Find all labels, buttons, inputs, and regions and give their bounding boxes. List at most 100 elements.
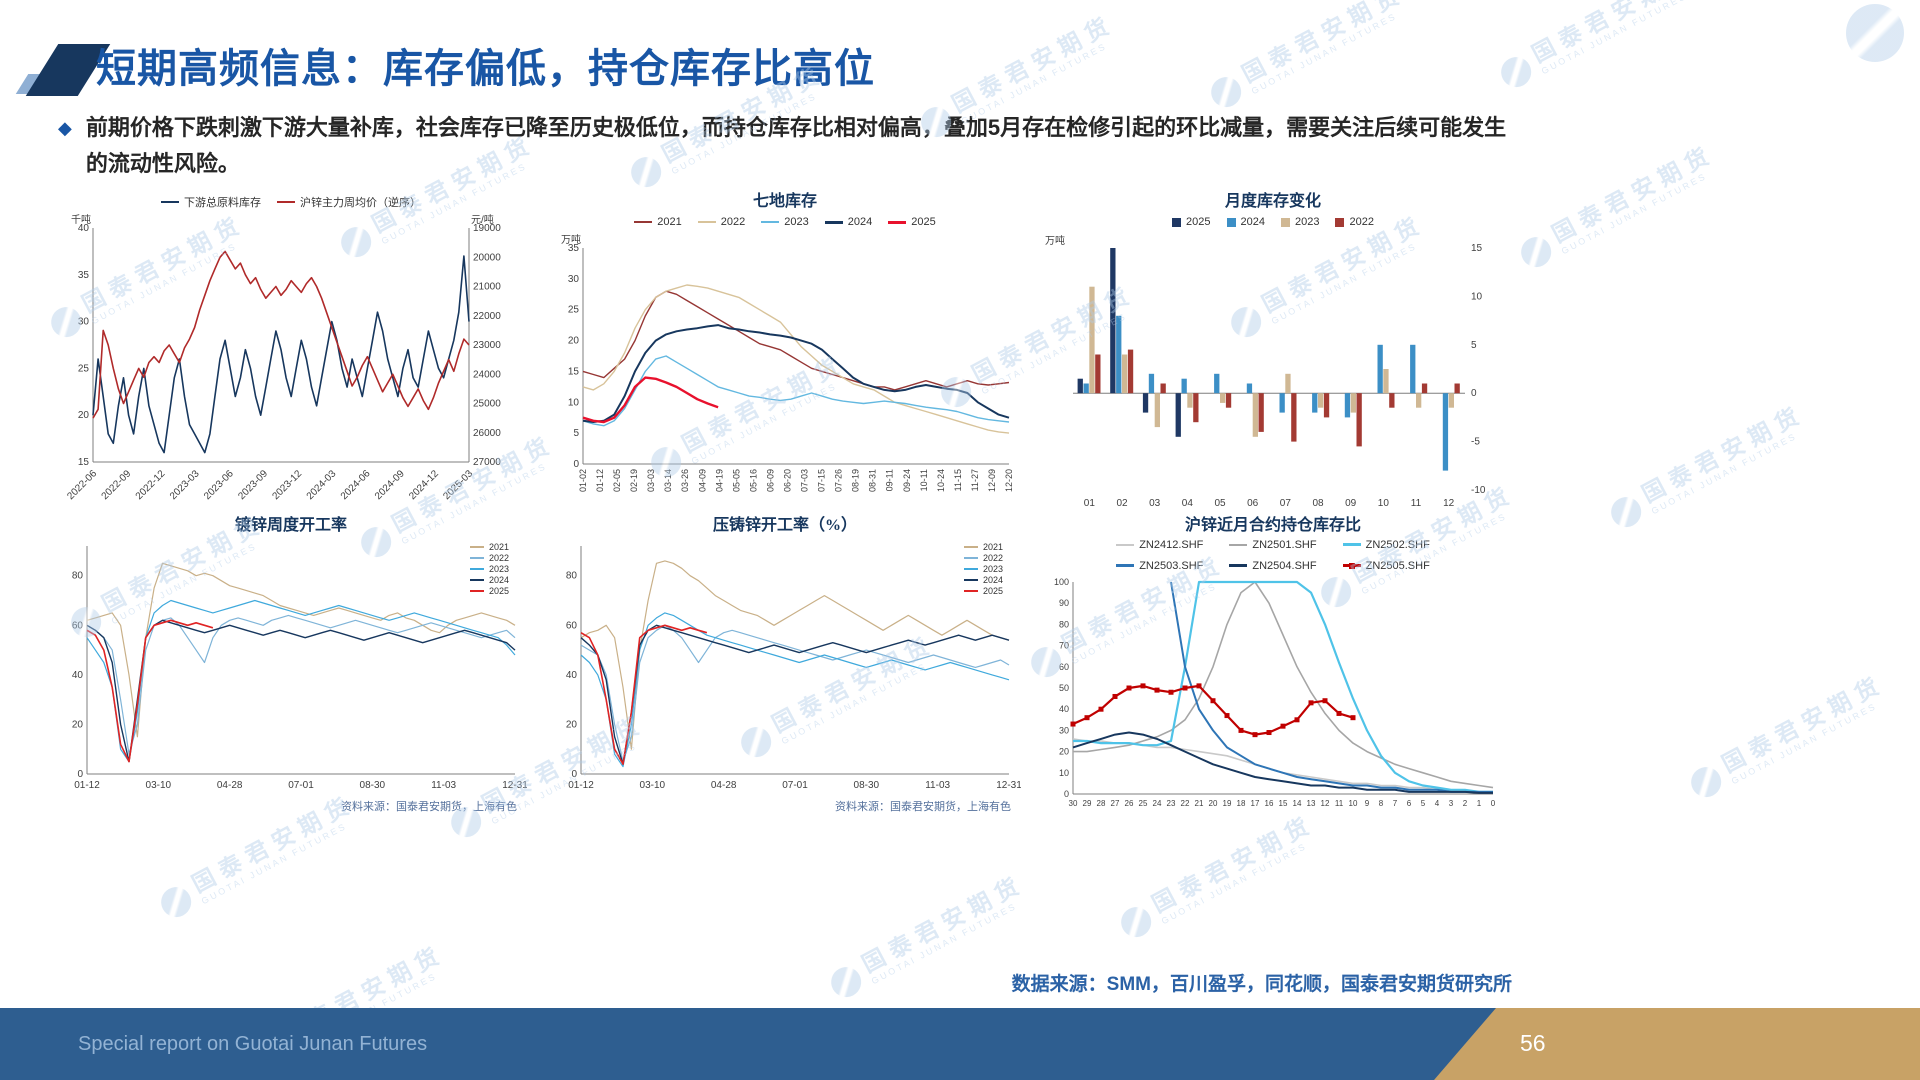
legend-label: 2024 [1240, 216, 1265, 228]
watermark-text-en: GUOTAI JUNAN FUTURES [199, 821, 349, 907]
svg-text:04-19: 04-19 [714, 469, 724, 492]
brand-logo-icon [1685, 761, 1727, 803]
svg-text:17: 17 [1251, 799, 1260, 808]
chart-title: 压铸锌开工率（%） [712, 517, 857, 534]
svg-text:-10: -10 [1471, 485, 1486, 496]
svg-text:2023-06: 2023-06 [202, 468, 236, 502]
svg-text:12-31: 12-31 [502, 780, 527, 791]
svg-text:16: 16 [1265, 799, 1274, 808]
chart-plot-galvanizing-operating-rate: 0 20 40 60 80 01-12 03-10 04-28 07-01 08-30 11-03 1… [55, 536, 528, 798]
svg-text:10: 10 [568, 397, 580, 408]
chart-legend: 2021 2022 2023 2024 2025 [469, 542, 509, 596]
chart-source-note: 资料来源：国泰君安期货，上海有色 [341, 801, 517, 813]
svg-text:80: 80 [72, 571, 84, 582]
svg-text:03-26: 03-26 [680, 469, 690, 492]
brand-logo-icon [1115, 901, 1157, 943]
svg-text:5: 5 [573, 428, 579, 439]
svg-text:03-14: 03-14 [663, 469, 673, 492]
svg-text:03: 03 [1149, 498, 1161, 509]
legend-label: 2022 [1349, 216, 1374, 228]
svg-text:12: 12 [1321, 799, 1330, 808]
legend-label: ZN2504.SHF [1252, 559, 1317, 572]
watermark-text-cn: 国泰君安期货 [947, 10, 1119, 118]
svg-text:26: 26 [1125, 799, 1134, 808]
svg-text:2022-09: 2022-09 [100, 468, 134, 502]
svg-text:2024-09: 2024-09 [373, 468, 407, 502]
svg-text:06-20: 06-20 [782, 469, 792, 492]
legend-item: ZN2504.SHF [1229, 559, 1317, 572]
svg-text:2024-03: 2024-03 [305, 468, 339, 502]
charts-grid: 下游总原料库存 沪锌主力周均价（逆序） 15 20 25 30 35 40 千吨 19000 20… [55, 192, 1503, 813]
svg-text:10: 10 [1471, 291, 1483, 302]
legend-label: 2024 [488, 575, 509, 585]
svg-text:0: 0 [1491, 799, 1496, 808]
legend-swatch [1229, 564, 1248, 567]
svg-text:19000: 19000 [473, 223, 501, 234]
legend-item: 2022 [963, 553, 1003, 563]
legend-swatch [963, 590, 978, 592]
legend-item: ZN2501.SHF [1229, 538, 1317, 551]
legend-item: 2023 [761, 216, 809, 228]
legend-label: 2023 [488, 564, 509, 574]
svg-text:05-05: 05-05 [731, 469, 741, 492]
legend-swatch [1342, 543, 1361, 546]
legend-item: 沪锌主力周均价（逆序） [277, 194, 421, 210]
svg-text:4: 4 [1435, 799, 1440, 808]
legend-swatch [469, 579, 484, 581]
svg-text:07: 07 [1280, 498, 1292, 509]
legend-item: 2024 [824, 216, 872, 228]
svg-text:2022-06: 2022-06 [65, 468, 99, 502]
svg-text:40: 40 [78, 223, 90, 234]
svg-text:1: 1 [1477, 799, 1482, 808]
legend-swatch [963, 579, 978, 581]
svg-text:03-10: 03-10 [640, 780, 666, 791]
svg-text:19: 19 [1223, 799, 1232, 808]
watermark-text-cn: 国泰君安期货 [1147, 810, 1319, 918]
legend-label: ZN2503.SHF [1139, 559, 1204, 572]
brand-logo-icon [1495, 51, 1537, 93]
svg-text:24000: 24000 [473, 369, 501, 380]
svg-text:01-02: 01-02 [578, 469, 588, 492]
legend-item: 2022 [697, 216, 745, 228]
chart-legend: 下游总原料库存 沪锌主力周均价（逆序） [55, 192, 527, 212]
svg-text:22000: 22000 [473, 311, 501, 322]
footer-bar: Special report on Guotai Junan Futures 5… [0, 1008, 1920, 1080]
watermark-text-en: GUOTAI JUNAN FUTURES [1559, 171, 1709, 257]
watermark-text-en: GUOTAI JUNAN FUTURES [1249, 11, 1399, 97]
svg-text:08-31: 08-31 [868, 469, 878, 492]
svg-text:40: 40 [72, 670, 84, 681]
legend-swatch [469, 557, 484, 559]
svg-text:20: 20 [1209, 799, 1218, 808]
svg-text:04: 04 [1182, 498, 1194, 509]
legend-item: 2022 [469, 553, 509, 563]
brand-logo-icon [1605, 491, 1647, 533]
svg-text:08-30: 08-30 [854, 780, 880, 791]
legend-swatch [469, 568, 484, 570]
svg-text:70: 70 [1059, 641, 1069, 651]
legend-swatch [697, 221, 716, 223]
svg-text:80: 80 [1059, 619, 1069, 629]
svg-text:万吨: 万吨 [561, 233, 581, 246]
svg-text:元/吨: 元/吨 [471, 213, 494, 226]
legend-item: 2023 [963, 564, 1003, 574]
svg-text:30: 30 [568, 274, 580, 285]
legend-swatch [963, 557, 978, 559]
legend-item: 2024 [1226, 216, 1265, 228]
svg-text:07-26: 07-26 [834, 469, 844, 492]
watermark-text-cn: 国泰君安期货 [1637, 400, 1809, 508]
legend-label: 2022 [982, 553, 1003, 563]
legend-label: 2025 [488, 586, 509, 596]
svg-text:08: 08 [1312, 498, 1324, 509]
svg-text:07-03: 07-03 [800, 469, 810, 492]
chart-plot-monthly-inventory-change: 15 10 5 0 -5 -10 万吨 01 02 03 04 05 06 07 08 09 10 11 12 [1043, 232, 1503, 510]
svg-text:02-19: 02-19 [629, 469, 639, 492]
svg-text:01: 01 [1084, 498, 1096, 509]
legend-label: 2025 [982, 586, 1003, 596]
svg-text:3: 3 [1449, 799, 1454, 808]
legend-label: ZN2501.SHF [1252, 538, 1317, 551]
svg-text:60: 60 [1059, 662, 1069, 672]
svg-text:11-03: 11-03 [925, 780, 950, 791]
